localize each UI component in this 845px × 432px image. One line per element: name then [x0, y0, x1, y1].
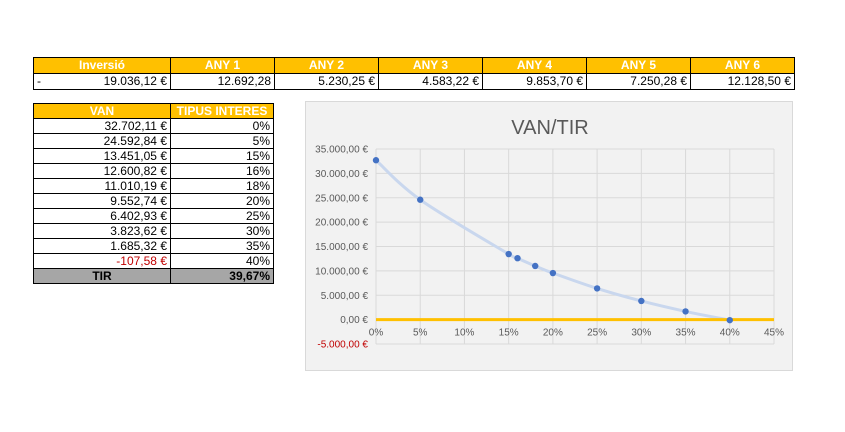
- rate-cell[interactable]: 0%: [170, 118, 274, 134]
- x-tick-label: 45%: [764, 328, 784, 339]
- van-cell[interactable]: 3.823,62 €: [33, 223, 171, 239]
- van-cell[interactable]: 12.600,82 €: [33, 163, 171, 179]
- tir-value[interactable]: 39,67%: [170, 268, 274, 284]
- x-tick-label: 15%: [499, 328, 519, 339]
- van-cell[interactable]: 6.402,93 €: [33, 208, 171, 224]
- y-tick-label: 5.000,00 €: [321, 291, 369, 302]
- sign-cell: -: [37, 74, 41, 88]
- data-point: [417, 196, 424, 203]
- x-tick-label: 40%: [720, 328, 740, 339]
- cell-any-1[interactable]: 12.692,28: [170, 73, 275, 90]
- tir-row: TIR 39,67%: [33, 268, 274, 284]
- header-any-2[interactable]: ANY 2: [274, 57, 379, 74]
- data-point: [505, 250, 512, 258]
- rate-cell[interactable]: 25%: [170, 208, 274, 224]
- header-any-1[interactable]: ANY 1: [170, 57, 275, 74]
- header-any-5[interactable]: ANY 5: [586, 57, 691, 74]
- van-row: 13.451,05 €15%: [33, 148, 274, 164]
- x-tick-label: 35%: [676, 328, 696, 339]
- data-point: [682, 308, 689, 315]
- header-any-3[interactable]: ANY 3: [378, 57, 483, 74]
- van-cell[interactable]: 9.552,74 €: [33, 193, 171, 209]
- tir-label[interactable]: TIR: [33, 268, 171, 284]
- y-tick-label: 30.000,00 €: [315, 169, 368, 180]
- rate-cell[interactable]: 16%: [170, 163, 274, 179]
- value-inversio: 19.036,12 €: [103, 74, 167, 88]
- data-point: [514, 254, 521, 262]
- cell-inversio[interactable]: - 19.036,12 €: [33, 73, 171, 90]
- x-tick-label: 30%: [631, 328, 651, 339]
- points-layer: [372, 157, 733, 324]
- y-tick-label: 10.000,00 €: [315, 266, 368, 277]
- data-point: [532, 262, 539, 270]
- series-trend-line: [374, 158, 732, 322]
- header-any-6[interactable]: ANY 6: [690, 57, 795, 74]
- van-row: 24.592,84 €5%: [33, 133, 274, 149]
- trend-layer: [374, 158, 732, 322]
- van-cell-negative[interactable]: -107,58 €: [33, 253, 171, 269]
- van-row: 11.010,19 €18%: [33, 178, 274, 194]
- x-tick-label: 5%: [413, 328, 428, 339]
- x-tick-label: 20%: [543, 328, 563, 339]
- y-tick-label: -5.000,00 €: [317, 340, 368, 351]
- cell-any-6[interactable]: 12.128,50 €: [690, 73, 795, 90]
- van-row: 3.823,62 €30%: [33, 223, 274, 239]
- data-point: [593, 285, 601, 292]
- cell-any-2[interactable]: 5.230,25 €: [274, 73, 379, 90]
- chart-canvas: VAN/TIR 35.000,00 € 30.000,00 € 25.000,00 …: [315, 117, 784, 351]
- header-inversio[interactable]: Inversió: [33, 57, 171, 74]
- cashflow-header-row: Inversió ANY 1 ANY 2 ANY 3 ANY 4 ANY 5 A…: [33, 57, 795, 74]
- cell-any-5[interactable]: 7.250,28 €: [586, 73, 691, 90]
- y-tick-label: 25.000,00 €: [315, 193, 368, 204]
- cashflow-values-row: - 19.036,12 € 12.692,28 5.230,25 € 4.583,…: [33, 73, 795, 90]
- van-cell[interactable]: 32.702,11 €: [33, 118, 171, 134]
- x-tick-label: 0%: [369, 328, 384, 339]
- header-van[interactable]: VAN: [33, 103, 171, 119]
- y-tick-label: 15.000,00 €: [315, 242, 368, 253]
- data-point: [638, 297, 645, 305]
- chart-title: VAN/TIR: [511, 117, 588, 139]
- van-cell[interactable]: 11.010,19 €: [33, 178, 171, 194]
- y-tick-label: 35.000,00 €: [315, 145, 368, 156]
- y-tick-label: 0,00 €: [340, 315, 368, 326]
- van-row: 32.702,11 €0%: [33, 118, 274, 134]
- van-row: 12.600,82 €16%: [33, 163, 274, 179]
- y-tick-label: 20.000,00 €: [315, 218, 368, 229]
- tick-labels: 35.000,00 € 30.000,00 € 25.000,00 € 20.000,…: [315, 145, 784, 351]
- rate-cell[interactable]: 18%: [170, 178, 274, 194]
- van-cell[interactable]: 1.685,32 €: [33, 238, 171, 254]
- van-row: 9.552,74 €20%: [33, 193, 274, 209]
- van-table: VAN TIPUS INTERES 32.702,11 €0% 24.592,8…: [33, 103, 274, 284]
- data-point: [549, 269, 557, 277]
- header-any-4[interactable]: ANY 4: [482, 57, 587, 74]
- rate-cell[interactable]: 5%: [170, 133, 274, 149]
- van-cell[interactable]: 13.451,05 €: [33, 148, 171, 164]
- van-row: -107,58 €40%: [33, 253, 274, 269]
- van-tir-chart[interactable]: VAN/TIR 35.000,00 € 30.000,00 € 25.000,00 …: [305, 101, 793, 371]
- cashflow-table: Inversió ANY 1 ANY 2 ANY 3 ANY 4 ANY 5 A…: [33, 57, 795, 90]
- rate-cell[interactable]: 15%: [170, 148, 274, 164]
- rate-cell[interactable]: 40%: [170, 253, 274, 269]
- van-row: 1.685,32 €35%: [33, 238, 274, 254]
- cell-any-3[interactable]: 4.583,22 €: [378, 73, 483, 90]
- x-tick-label: 25%: [587, 328, 607, 339]
- rate-cell[interactable]: 20%: [170, 193, 274, 209]
- van-row: 6.402,93 €25%: [33, 208, 274, 224]
- data-point: [372, 157, 380, 164]
- van-header-row: VAN TIPUS INTERES: [33, 103, 274, 119]
- x-tick-label: 10%: [454, 328, 474, 339]
- gridlines: [375, 148, 775, 345]
- rate-cell[interactable]: 35%: [170, 238, 274, 254]
- rate-cell[interactable]: 30%: [170, 223, 274, 239]
- cell-any-4[interactable]: 9.853,70 €: [482, 73, 587, 90]
- van-cell[interactable]: 24.592,84 €: [33, 133, 171, 149]
- header-tipus-interes[interactable]: TIPUS INTERES: [170, 103, 274, 119]
- data-point: [726, 316, 733, 324]
